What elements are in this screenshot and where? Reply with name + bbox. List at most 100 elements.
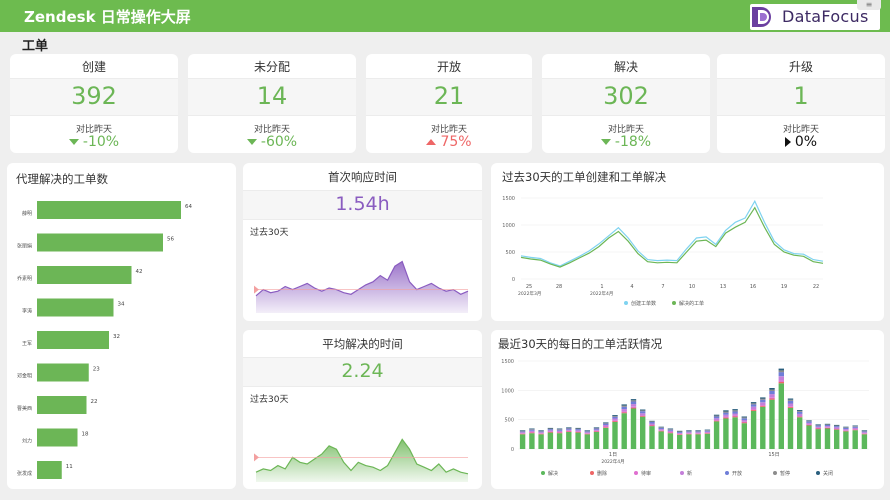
stacked-bar-segment: [704, 430, 711, 432]
stacked-bar-segment: [556, 432, 563, 433]
stacked-bar-segment: [695, 430, 701, 432]
stacked-bar-segment: [741, 416, 747, 418]
stacked-bar-segment: [843, 427, 849, 430]
stacked-bar-segment: [797, 415, 803, 417]
legend-swatch: [773, 471, 777, 475]
stacked-bar-segment: [732, 415, 738, 417]
x-tick-label: 15日: [768, 452, 779, 458]
stacked-bar-segment: [566, 428, 572, 430]
stacked-bar-segment: [556, 433, 563, 449]
menu-button[interactable]: ≡: [857, 0, 881, 10]
stacked-bar-segment: [704, 433, 711, 434]
stacked-bar-segment: [732, 413, 738, 416]
stacked-bar-segment: [760, 397, 766, 399]
stacked-bar-segment: [630, 408, 637, 449]
x-tick-label: 22: [813, 284, 819, 290]
stacked-bar-segment: [575, 431, 581, 432]
x-sub-label: 2022年3月: [518, 290, 541, 297]
stacked-bar-segment: [612, 415, 618, 416]
stacked-bar-segment: [538, 434, 544, 449]
top-bar: Zendesk 日常操作大屏 DataFocus ≡: [0, 0, 890, 32]
stacked-bar-segment: [741, 423, 747, 449]
stacked-bar-segment: [612, 422, 618, 449]
agents-title: 代理解决的工单数: [16, 172, 108, 186]
stacked-bar-segment: [649, 422, 655, 424]
legend-swatch: [634, 471, 638, 475]
stacked-bar-segment: [723, 411, 729, 413]
stacked-bar-segment: [723, 418, 729, 449]
y-tick-label: 500: [504, 418, 514, 424]
stacked-bar-segment: [630, 406, 637, 408]
stacked-bar-segment: [760, 406, 766, 449]
stacked-bar-segment: [861, 432, 868, 434]
agent-bar-value: 11: [66, 464, 73, 470]
stacked-bar-segment: [704, 430, 711, 431]
area-fill: [256, 439, 468, 482]
stacked-bar-segment: [815, 427, 821, 429]
stacked-bar-segment: [556, 429, 563, 431]
agent-category-label: 李涛: [22, 308, 32, 315]
stacked-bar-segment: [649, 423, 655, 425]
avg-resolve-area-chart: [254, 438, 469, 482]
stacked-bar-segment: [834, 427, 840, 429]
stacked-bar-segment: [760, 402, 766, 405]
avg-resolve-period: 过去30天: [250, 395, 289, 405]
stacked-bar-segment: [621, 413, 627, 449]
kpi-label: 未分配: [253, 60, 290, 74]
kpi-value: 302: [603, 82, 649, 110]
agent-bar: [37, 201, 181, 219]
x-sub-label: 2022年4月: [590, 290, 613, 297]
kpi-value: 14: [256, 82, 288, 110]
stacked-bar-segment: [529, 432, 535, 434]
agent-category-label: 薛明: [22, 210, 32, 217]
stacked-bar-segment: [658, 426, 664, 428]
daily-panel: 最近30天的每日的工单活跃情况 0 500 1000 1500 1日 15日 2022年4月…: [491, 330, 884, 489]
stacked-bar-segment: [834, 425, 840, 427]
stacked-bar-segment: [621, 409, 627, 412]
kpi-delta: -60%: [260, 134, 298, 150]
agent-bar: [37, 331, 109, 349]
stacked-bar-segment: [806, 421, 812, 423]
stacked-bar-segment: [538, 430, 544, 431]
stacked-bar-segment: [593, 432, 600, 449]
stacked-bar-segment: [529, 432, 535, 433]
series-line: [520, 206, 824, 268]
stacked-bar-segment: [677, 431, 683, 432]
first-response-panel: 首次响应时间 1.54h 过去30天: [243, 163, 482, 321]
stacked-bar-segment: [750, 410, 757, 411]
agent-bar: [37, 461, 62, 479]
avg-resolve-value: 2.24: [341, 360, 384, 382]
avg-resolve-panel: 平均解决的时间 2.24 过去30天: [243, 330, 482, 489]
stacked-bar-segment: [824, 427, 831, 429]
stacked-bar-segment: [677, 432, 683, 433]
stacked-bar-segment: [649, 420, 655, 422]
legend-label: 解决: [548, 470, 558, 477]
stacked-bar-segment: [824, 428, 831, 449]
stacked-bar-segment: [593, 429, 600, 431]
kpi-card-open: 开放 21 对比昨天 75%: [366, 54, 532, 153]
stacked-bar-segment: [852, 427, 858, 430]
x-tick-label: 4: [630, 284, 633, 290]
stacked-bar-segment: [760, 405, 766, 407]
stacked-bar-segment: [695, 434, 701, 449]
stacked-bar-segment: [547, 429, 554, 431]
stacked-bar-segment: [677, 432, 683, 434]
stacked-bar-segment: [612, 418, 618, 421]
kpi-value: 392: [71, 82, 117, 110]
kpi-label: 创建: [81, 60, 106, 74]
agent-bar-value: 64: [185, 204, 192, 210]
stacked-bar-segment: [732, 409, 738, 411]
stacked-bar-segment: [658, 429, 664, 431]
datafocus-mark-icon: [752, 7, 771, 27]
stacked-bar-segment: [843, 427, 849, 428]
stacked-bar-segment: [686, 434, 692, 449]
stacked-bar-segment: [852, 426, 858, 427]
series-line: [520, 199, 824, 267]
daily-title: 最近30天的每日的工单活跃情况: [498, 337, 663, 351]
stacked-bar-segment: [769, 397, 775, 399]
stacked-bar-segment: [815, 424, 821, 425]
stacked-bar-segment: [519, 433, 526, 434]
y-tick-label: 0: [512, 277, 515, 283]
stacked-bar-segment: [575, 430, 581, 432]
legend-label: 创建工单数: [631, 300, 656, 307]
